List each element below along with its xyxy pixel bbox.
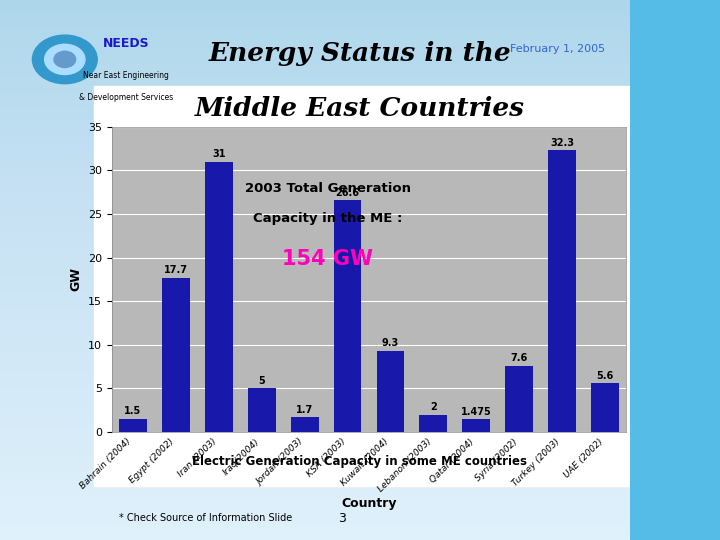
Bar	[505, 366, 533, 432]
Text: 31: 31	[212, 149, 225, 159]
Text: & Development Services: & Development Services	[79, 93, 173, 102]
Text: 5.6: 5.6	[596, 370, 613, 381]
Text: 1.5: 1.5	[125, 406, 142, 416]
Text: 32.3: 32.3	[550, 138, 574, 148]
Text: 1.475: 1.475	[461, 407, 492, 416]
Text: 17.7: 17.7	[164, 265, 188, 275]
Text: Electric Generation Capacity in some ME countries: Electric Generation Capacity in some ME …	[192, 455, 528, 468]
Bar	[205, 162, 233, 432]
Text: Middle East Countries: Middle East Countries	[195, 96, 525, 120]
Text: 2003 Total Generation: 2003 Total Generation	[245, 182, 411, 195]
Bar	[591, 383, 619, 432]
Bar	[420, 415, 447, 432]
Text: 26.6: 26.6	[336, 187, 359, 198]
Text: * Check Source of Information Slide: * Check Source of Information Slide	[119, 514, 292, 523]
Bar	[162, 278, 190, 432]
Text: 1.7: 1.7	[296, 404, 313, 415]
Bar	[377, 351, 405, 432]
Bar	[291, 417, 318, 432]
Text: Near East Engineering: Near East Engineering	[83, 71, 169, 80]
Text: 7.6: 7.6	[510, 353, 528, 363]
Y-axis label: GW: GW	[69, 267, 82, 292]
Bar	[462, 419, 490, 432]
Text: February 1, 2005: February 1, 2005	[510, 44, 605, 53]
Text: 3: 3	[338, 512, 346, 525]
Bar	[119, 419, 147, 432]
Text: NEEDS: NEEDS	[103, 37, 149, 50]
Text: Energy Status in the: Energy Status in the	[209, 42, 511, 66]
Text: 2: 2	[430, 402, 437, 412]
Bar	[333, 200, 361, 432]
Bar	[248, 388, 276, 432]
Text: 5: 5	[258, 376, 265, 386]
Text: 154 GW: 154 GW	[282, 249, 373, 269]
Text: Capacity in the ME :: Capacity in the ME :	[253, 212, 402, 225]
X-axis label: Country: Country	[341, 497, 397, 510]
Text: 9.3: 9.3	[382, 339, 399, 348]
Bar	[548, 151, 576, 432]
